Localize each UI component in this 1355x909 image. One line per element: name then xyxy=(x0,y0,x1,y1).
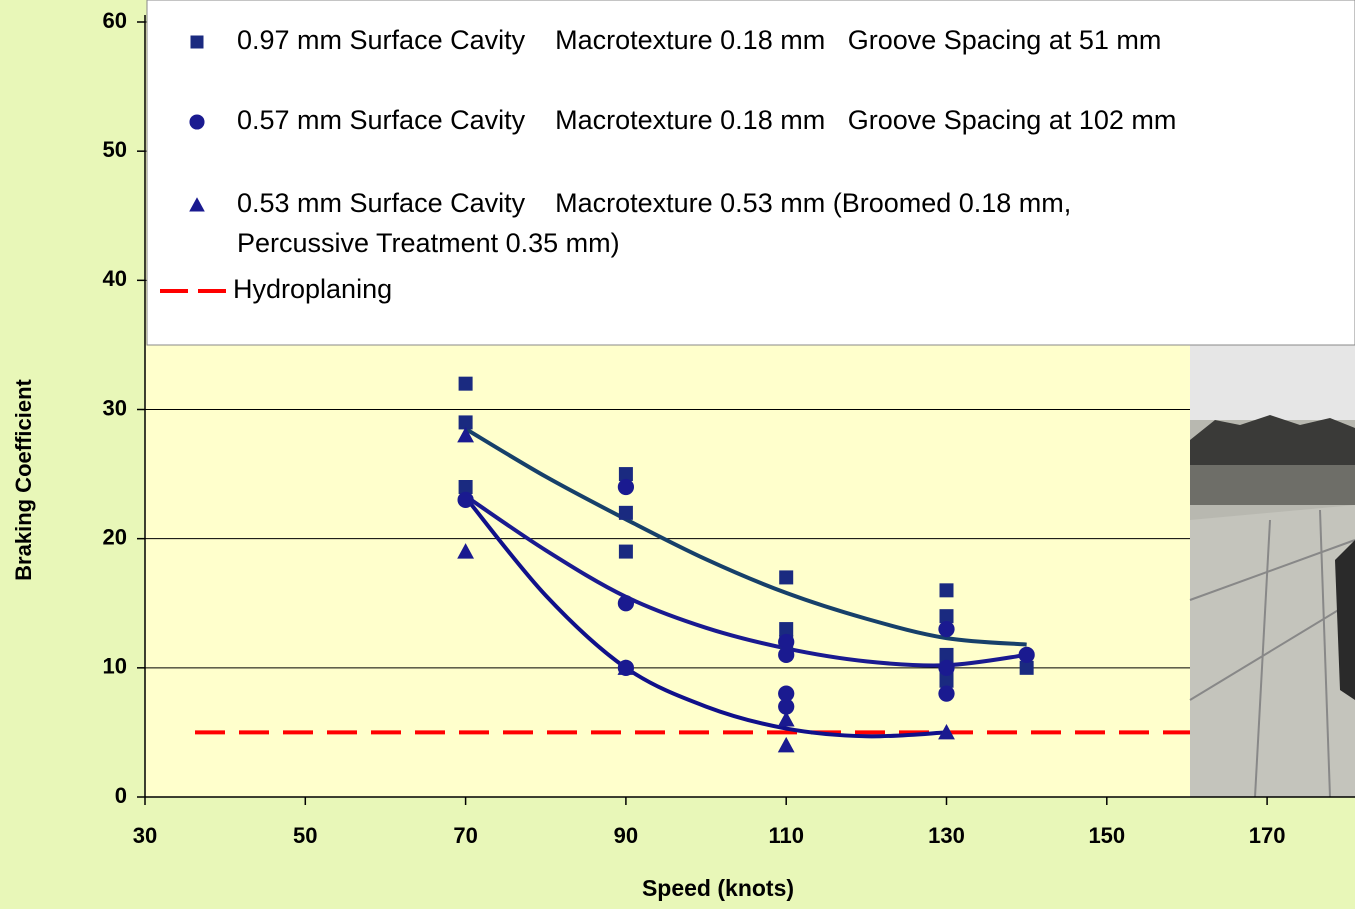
marker-square xyxy=(458,415,473,430)
marker-circle xyxy=(778,646,795,664)
marker-square xyxy=(939,673,954,688)
marker-square xyxy=(939,609,954,624)
marker-circle xyxy=(778,698,795,715)
x-tick-label: 170 xyxy=(1249,823,1286,848)
marker-square xyxy=(618,467,633,482)
legend-box xyxy=(146,0,1355,346)
marker-circle xyxy=(1018,646,1035,664)
x-tick-label: 30 xyxy=(133,823,157,848)
marker-circle xyxy=(938,620,955,638)
marker-triangle xyxy=(777,736,795,753)
marker-square xyxy=(618,544,633,559)
marker-square xyxy=(190,35,204,49)
y-axis-label: Braking Coefficient xyxy=(11,378,36,580)
trend-line xyxy=(464,496,947,739)
marker-triangle xyxy=(457,426,474,443)
marker-square xyxy=(458,480,473,494)
marker-triangle xyxy=(938,724,955,740)
legend-label: 0.97 mm Surface Cavity Macrotexture 0.18… xyxy=(237,25,1161,55)
marker-triangle xyxy=(457,543,474,559)
marker-circle xyxy=(778,633,795,651)
marker-triangle xyxy=(617,659,635,675)
marker-circle xyxy=(189,114,205,130)
y-tick-label: 20 xyxy=(103,524,127,549)
marker-square xyxy=(458,376,473,391)
marker-circle xyxy=(778,685,795,702)
x-tick-label: 70 xyxy=(453,823,477,848)
marker-square xyxy=(779,570,794,585)
photo xyxy=(1189,345,1355,798)
marker-square xyxy=(618,505,633,520)
marker-square xyxy=(1019,660,1034,675)
marker-circle xyxy=(617,595,635,612)
y-tick-label: 10 xyxy=(103,654,127,679)
marker-circle xyxy=(938,685,955,702)
y-tick-label: 60 xyxy=(103,8,127,33)
y-tick-label: 30 xyxy=(103,395,127,420)
x-tick-label: 90 xyxy=(614,823,638,848)
legend-label: Percussive Treatment 0.35 mm) xyxy=(237,228,620,258)
legend-label: 0.57 mm Surface Cavity Macrotexture 0.18… xyxy=(237,105,1176,135)
y-tick-label: 40 xyxy=(103,266,127,291)
x-tick-label: 150 xyxy=(1088,823,1125,848)
legend-label: 0.53 mm Surface Cavity Macrotexture 0.53… xyxy=(237,188,1071,218)
y-tick-label: 0 xyxy=(115,783,127,808)
marker-square xyxy=(939,647,954,662)
trend-line xyxy=(464,427,1027,647)
x-tick-label: 130 xyxy=(928,823,965,848)
y-tick-label: 50 xyxy=(103,137,127,162)
marker-triangle xyxy=(189,197,205,212)
marker-circle xyxy=(617,478,635,496)
marker-square xyxy=(939,583,954,598)
marker-circle xyxy=(457,491,474,509)
marker-circle xyxy=(938,659,955,676)
marker-square xyxy=(779,622,794,637)
x-axis-label: Speed (knots) xyxy=(642,875,794,901)
trend-line xyxy=(464,494,1027,668)
marker-triangle xyxy=(777,711,795,727)
x-tick-label: 50 xyxy=(293,823,317,848)
legend-label: Hydroplaning xyxy=(233,274,392,304)
x-tick-label: 110 xyxy=(768,823,804,848)
